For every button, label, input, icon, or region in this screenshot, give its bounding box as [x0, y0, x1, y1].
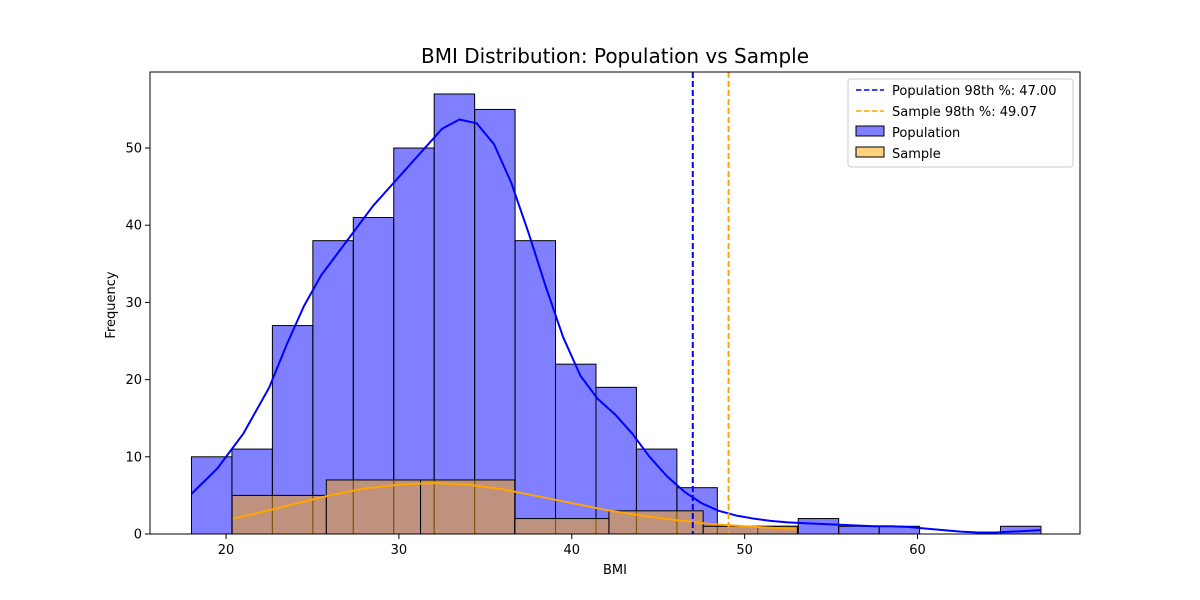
kde-curves [190, 118, 1041, 534]
legend-sample-patch [855, 146, 885, 158]
x-axis-title: BMI [603, 563, 627, 578]
x-tick-label-40: 40 [564, 543, 581, 558]
plot-frame [149, 71, 1081, 535]
y-axis-ticks: 0 10 20 30 40 50 [125, 142, 150, 543]
population-bar-6 [433, 93, 476, 535]
population-kde-line [190, 118, 1041, 534]
y-tick-label-20: 20 [125, 373, 142, 388]
legend-label-sample-percentile: Sample 98th %: 49.07 [892, 105, 1037, 120]
x-tick-label-30: 30 [391, 543, 408, 558]
legend-box [847, 78, 1074, 168]
legend-label-population: Population [892, 126, 960, 141]
population-bar-16 [838, 525, 880, 535]
chart-title: BMI Distribution: Population vs Sample [421, 44, 809, 68]
population-bar-7 [474, 108, 516, 535]
population-bar-5 [393, 147, 435, 535]
y-tick-label-10: 10 [125, 450, 142, 465]
sample-bar-1 [325, 479, 422, 535]
percentile-reference-lines [691, 72, 730, 534]
legend-label-sample: Sample [892, 147, 941, 162]
x-axis-ticks: 20 30 40 50 60 [218, 534, 926, 558]
sample-kde-line [232, 482, 797, 531]
sample-bar-3 [514, 518, 610, 535]
legend-population-patch [855, 125, 885, 137]
population-bar-8 [514, 240, 557, 535]
y-tick-label-30: 30 [125, 296, 142, 311]
population-bar-15 [797, 518, 840, 535]
y-tick-label-0: 0 [134, 528, 142, 543]
x-tick-label-20: 20 [218, 543, 235, 558]
y-tick-label-40: 40 [125, 219, 142, 234]
legend: Population 98th %: 47.00 Sample 98th %: … [847, 78, 1074, 168]
x-tick-label-60: 60 [909, 543, 926, 558]
y-tick-label-50: 50 [125, 142, 142, 157]
x-tick-label-50: 50 [736, 543, 753, 558]
population-bar-0 [190, 456, 233, 535]
legend-label-population-percentile: Population 98th %: 47.00 [892, 84, 1057, 99]
y-axis-title: Frequency [104, 271, 119, 338]
